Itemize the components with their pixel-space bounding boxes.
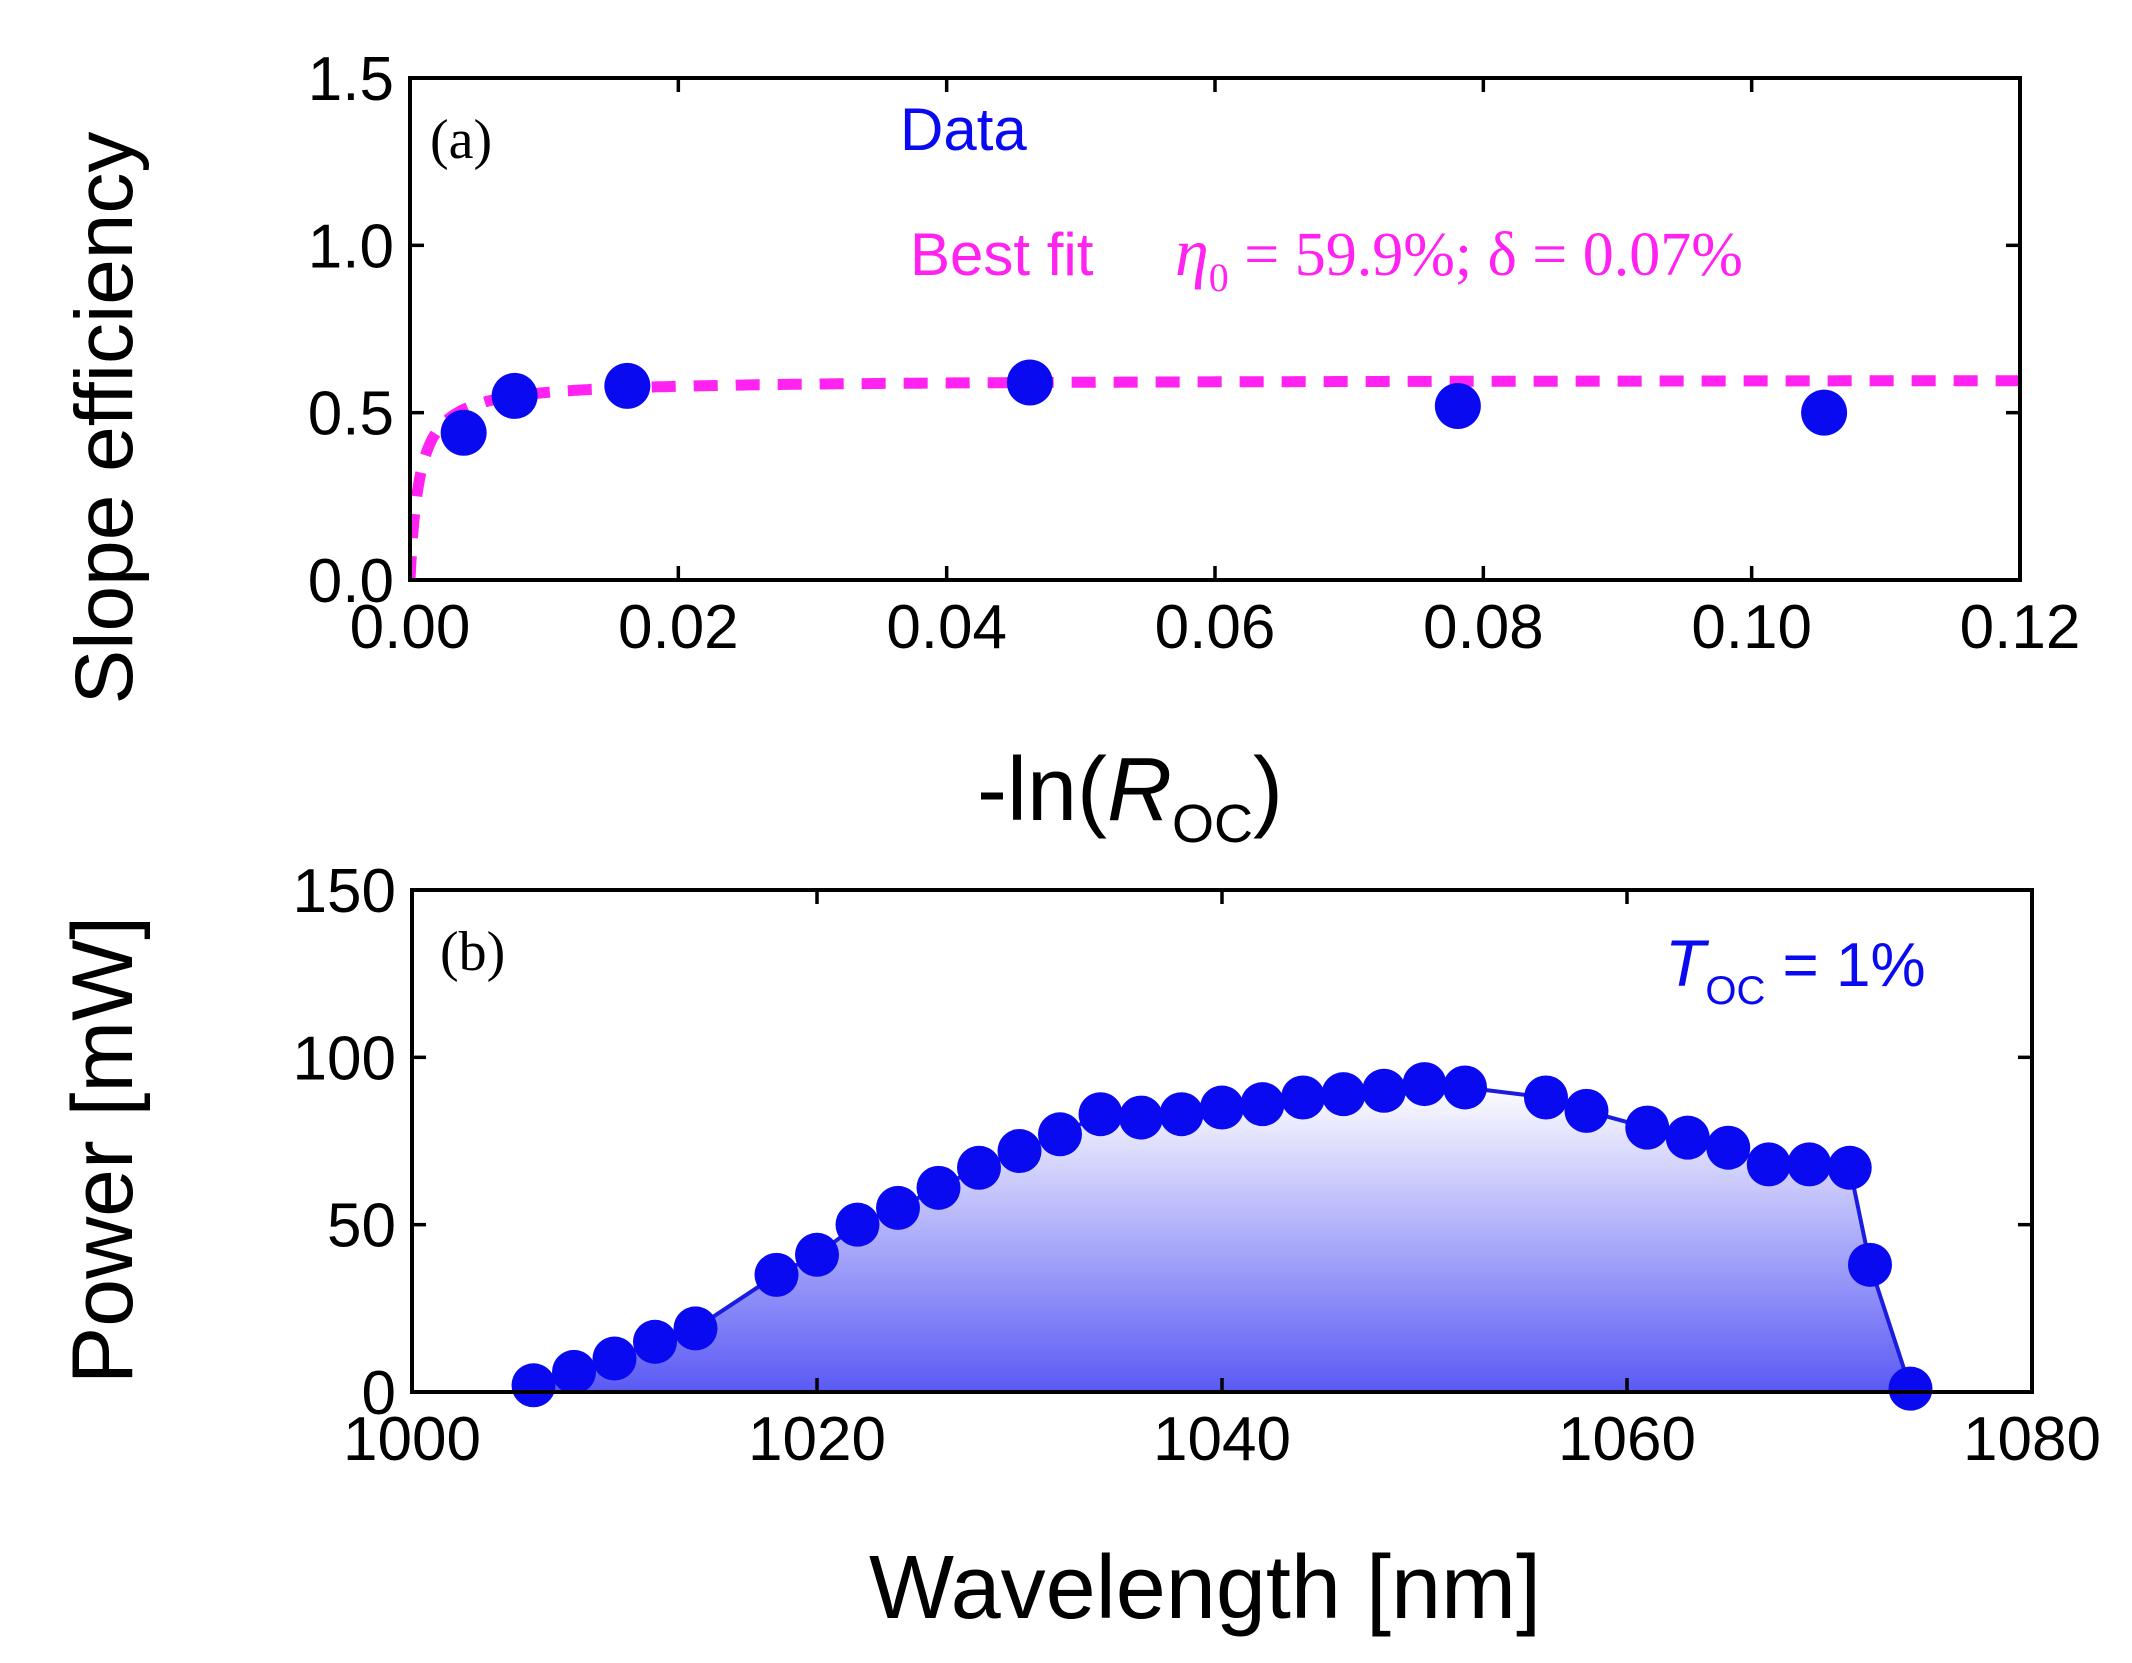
data-point [1006, 359, 1053, 406]
fit-values: = 59.9%; δ = 0.07% [1229, 221, 1743, 289]
power-point [1119, 1095, 1163, 1140]
panel-b-power-spectrum: 1000 1020 1040 1060 1080 0 50 100 150 (b) TOC =… [55, 857, 2101, 1638]
x-tick-label: 1020 [748, 1405, 886, 1474]
power-point [1564, 1088, 1609, 1133]
x-tick-label: 0.04 [886, 593, 1007, 662]
x-tick-label: 0.02 [618, 593, 739, 662]
x-tick-label: 1040 [1153, 1405, 1291, 1474]
x-tick-label: 0.00 [350, 593, 471, 662]
power-point [1200, 1085, 1244, 1130]
power-point [1038, 1112, 1082, 1157]
power-point [592, 1336, 637, 1381]
panel-a-slope-efficiency: 0.00 0.02 0.04 0.06 0.08 0.10 0.12 0.0 0.5 1.0 1.… [59, 45, 2080, 854]
data-point [604, 362, 651, 409]
power-point [1078, 1092, 1123, 1137]
power-point [1665, 1115, 1710, 1160]
x-axis-title-b: Wavelength [nm] [869, 1538, 1541, 1638]
power-point [673, 1306, 718, 1351]
plot-frame-a [408, 76, 2022, 582]
power-point [1240, 1082, 1285, 1127]
data-points [440, 359, 1848, 456]
legend-data-label: Data [900, 96, 1027, 163]
toc-value: = 1% [1765, 931, 1925, 1000]
x-tick-label: 0.06 [1155, 593, 1276, 662]
x-title-suffix: ) [1253, 740, 1283, 840]
x-title-prefix: -ln( [977, 740, 1107, 840]
power-point [1706, 1125, 1751, 1170]
power-point [1159, 1092, 1204, 1137]
y-tick-label: 1.5 [308, 45, 394, 114]
eta-symbol: η [1175, 214, 1209, 290]
power-point [1848, 1242, 1892, 1287]
x-tick-labels-a: 0.00 0.02 0.04 0.06 0.08 0.10 0.12 [350, 593, 2081, 662]
panel-label-a: (a) [430, 109, 492, 171]
y-tick-labels-a: 0.0 0.5 1.0 1.5 [308, 45, 394, 616]
y-tick-label: 1.0 [308, 212, 394, 281]
power-point [1787, 1142, 1832, 1187]
power-point [876, 1185, 920, 1230]
power-point [916, 1165, 961, 1210]
power-point [957, 1145, 1001, 1190]
data-point [1801, 389, 1848, 436]
x-tick-label: 1000 [343, 1405, 481, 1474]
power-area-fill [533, 1084, 1911, 1392]
power-point [1443, 1065, 1487, 1110]
power-point [1362, 1068, 1406, 1113]
x-tick-labels-b: 1000 1020 1040 1060 1080 [343, 1405, 2101, 1474]
power-point [835, 1202, 880, 1247]
y-tick-label: 100 [293, 1024, 396, 1093]
power-point [1888, 1366, 1933, 1411]
toc-var: T [1665, 926, 1710, 1000]
x-tick-label: 0.08 [1423, 593, 1544, 662]
power-point [1281, 1075, 1325, 1120]
data-point [491, 372, 538, 419]
power-point [795, 1232, 839, 1277]
x-tick-label: 1060 [1558, 1405, 1696, 1474]
x-tick-label: 1080 [1963, 1405, 2101, 1474]
power-point [754, 1252, 799, 1297]
power-point [1746, 1142, 1791, 1187]
x-axis-title-a: -ln(ROC) [977, 740, 1283, 854]
y-tick-label: 0 [362, 1359, 396, 1428]
best-fit-line [410, 375, 2020, 580]
toc-annotation: TOC = 1% [1665, 926, 1926, 1013]
power-point [997, 1129, 1042, 1174]
y-axis-title-a: Slope efficiency [59, 132, 150, 705]
power-point [1402, 1062, 1447, 1107]
y-axis-title-b: Power [mW] [55, 916, 151, 1384]
x-tick-label: 0.10 [1691, 593, 1812, 662]
power-point [1625, 1105, 1670, 1150]
y-tick-label: 50 [327, 1192, 396, 1261]
y-tick-label: 0.0 [308, 547, 394, 616]
power-point [511, 1363, 556, 1408]
axis-ticks-a [408, 76, 2022, 582]
power-point [1321, 1072, 1366, 1117]
power-point [1827, 1145, 1872, 1190]
data-point [440, 409, 487, 456]
x-title-var: R [1107, 740, 1172, 840]
power-point [633, 1319, 677, 1364]
power-point [1524, 1075, 1568, 1120]
fit-parameters: η0 = 59.9%; δ = 0.07% [1175, 214, 1743, 300]
y-tick-labels-b: 0 50 100 150 [293, 857, 396, 1428]
eta-subscript: 0 [1209, 255, 1229, 300]
x-tick-label: 0.12 [1960, 593, 2081, 662]
toc-sub: OC [1705, 969, 1765, 1013]
panel-label-b: (b) [440, 921, 505, 983]
power-data-points [511, 1062, 1933, 1411]
best-fit-curve [410, 375, 2020, 580]
y-tick-label: 0.5 [308, 380, 394, 449]
axis-ticks-b [410, 888, 2034, 1394]
data-point [1434, 382, 1481, 429]
legend-fit-label: Best fit [910, 221, 1094, 288]
power-point [552, 1349, 596, 1394]
x-title-sub: OC [1172, 794, 1253, 854]
y-tick-label: 150 [293, 857, 396, 926]
